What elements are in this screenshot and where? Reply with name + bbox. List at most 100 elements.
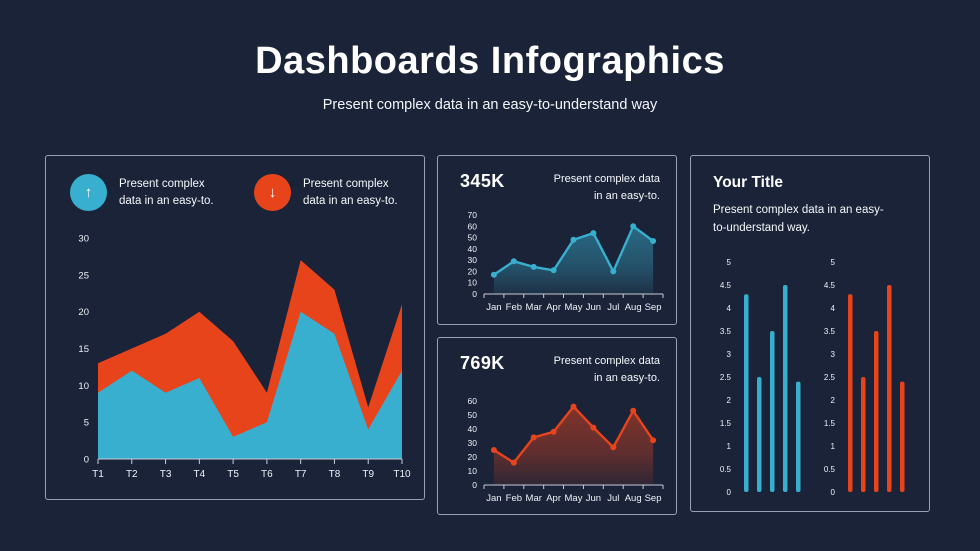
svg-text:0.5: 0.5 — [824, 465, 836, 474]
svg-text:1.5: 1.5 — [824, 419, 836, 428]
svg-text:1: 1 — [727, 442, 732, 451]
svg-text:1.5: 1.5 — [720, 419, 732, 428]
legend-label: Present complex data in an easy-to. — [119, 176, 214, 209]
svg-text:T6: T6 — [261, 469, 273, 480]
svg-text:10: 10 — [78, 381, 89, 392]
svg-text:60: 60 — [468, 396, 478, 406]
data-point — [630, 407, 637, 414]
bar — [783, 285, 788, 492]
metric-value: 345K — [460, 171, 505, 191]
panel-line-345k: 345K Present complex data in an easy-to.… — [437, 155, 677, 325]
bar — [848, 294, 853, 492]
svg-text:Feb: Feb — [506, 302, 522, 313]
svg-text:0: 0 — [472, 289, 477, 299]
text-line: in an easy-to. — [593, 190, 660, 203]
svg-text:Jun: Jun — [586, 493, 601, 504]
bar — [861, 377, 866, 492]
svg-text:0.5: 0.5 — [720, 465, 732, 474]
text-line: data in an easy-to. — [303, 194, 398, 207]
svg-text:Mar: Mar — [526, 493, 542, 504]
svg-text:50: 50 — [468, 233, 478, 243]
stacked-area-chart: 0 5 10 15 20 25 30 T1 T2 T3 T4 T5 T6 T7 T8 T9 T10 — [78, 234, 411, 481]
data-point — [570, 403, 577, 410]
svg-text:T10: T10 — [393, 469, 411, 480]
arrow-up-icon: ↑ — [70, 174, 107, 211]
text-line: Present complex data — [553, 173, 660, 185]
chart-legend: ↑ Present complex data in an easy-to. ↓ … — [46, 174, 424, 216]
svg-text:2: 2 — [727, 396, 732, 405]
svg-text:1: 1 — [831, 442, 836, 451]
svg-text:May: May — [565, 302, 583, 313]
svg-text:0: 0 — [472, 480, 477, 490]
data-point — [550, 267, 557, 274]
card-description: Present complex data in an easy-to. — [554, 353, 660, 387]
svg-text:0: 0 — [831, 488, 836, 497]
svg-text:May: May — [565, 493, 583, 504]
data-point — [510, 258, 517, 265]
svg-text:60: 60 — [468, 221, 478, 231]
bar-chart-orange: 5 4.5 4 3.5 3 2.5 2 1.5 1 0.5 0 — [824, 258, 905, 497]
bar — [744, 294, 749, 492]
svg-text:4: 4 — [727, 304, 732, 313]
svg-text:3.5: 3.5 — [720, 327, 732, 336]
svg-text:T9: T9 — [362, 469, 374, 480]
text-line: in an easy-to. — [593, 372, 660, 385]
svg-text:Jan: Jan — [486, 302, 501, 313]
legend-item-up: ↑ Present complex data in an easy-to. — [70, 174, 214, 211]
bar — [900, 381, 905, 492]
bar — [770, 331, 775, 492]
svg-text:Apr: Apr — [546, 493, 561, 504]
svg-text:40: 40 — [468, 424, 478, 434]
data-point — [530, 434, 537, 441]
card-description: Present complex data in an easy-to. — [554, 171, 660, 205]
svg-text:T2: T2 — [126, 469, 138, 480]
data-point — [630, 223, 637, 230]
svg-text:2: 2 — [831, 396, 836, 405]
panel-stacked-area: ↑ Present complex data in an easy-to. ↓ … — [45, 155, 425, 500]
svg-text:Mar: Mar — [526, 302, 542, 313]
bar — [887, 285, 892, 492]
legend-item-down: ↓ Present complex data in an easy-to. — [254, 174, 398, 211]
svg-text:Aug: Aug — [625, 493, 642, 504]
data-point — [490, 271, 497, 278]
svg-text:25: 25 — [78, 270, 89, 281]
svg-text:20: 20 — [78, 307, 89, 318]
panel-title: Your Title — [713, 174, 784, 191]
line-chart-769k: 0 10 20 30 40 50 60 Jan Feb Mar Apr May Jun Jul Aug Sep — [468, 396, 664, 504]
svg-text:3: 3 — [727, 350, 732, 359]
svg-text:Apr: Apr — [546, 302, 561, 313]
svg-text:Sep: Sep — [645, 302, 662, 313]
svg-text:3: 3 — [831, 350, 836, 359]
card-header: 769K Present complex data in an easy-to. — [460, 353, 660, 387]
svg-text:4.5: 4.5 — [720, 281, 732, 290]
data-point — [590, 424, 597, 431]
card-header: 345K Present complex data in an easy-to. — [460, 171, 660, 205]
data-point — [610, 444, 617, 451]
data-point — [550, 428, 557, 435]
svg-text:70: 70 — [468, 210, 478, 220]
bar-chart-teal: 5 4.5 4 3.5 3 2.5 2 1.5 1 0.5 0 — [720, 258, 801, 497]
text-line: Present complex data in an easy- — [713, 204, 884, 216]
legend-label: Present complex data in an easy-to. — [303, 176, 398, 209]
text-line: Present complex — [303, 177, 389, 190]
svg-text:3.5: 3.5 — [824, 327, 836, 336]
svg-text:T8: T8 — [329, 469, 341, 480]
svg-text:2.5: 2.5 — [720, 373, 732, 382]
svg-text:30: 30 — [468, 438, 478, 448]
svg-text:Sep: Sep — [645, 493, 662, 504]
data-point — [530, 263, 537, 270]
metric-value: 769K — [460, 353, 505, 373]
data-point — [510, 459, 517, 466]
svg-text:Aug: Aug — [625, 302, 642, 313]
svg-text:15: 15 — [78, 344, 89, 355]
area-fill — [493, 226, 654, 294]
svg-text:T7: T7 — [295, 469, 307, 480]
svg-text:10: 10 — [468, 278, 478, 288]
svg-text:5: 5 — [727, 258, 732, 267]
area-up-series — [98, 311, 402, 459]
svg-text:5: 5 — [84, 418, 89, 429]
page-subtitle: Present complex data in an easy-to-under… — [322, 97, 658, 113]
svg-text:0: 0 — [84, 455, 89, 466]
